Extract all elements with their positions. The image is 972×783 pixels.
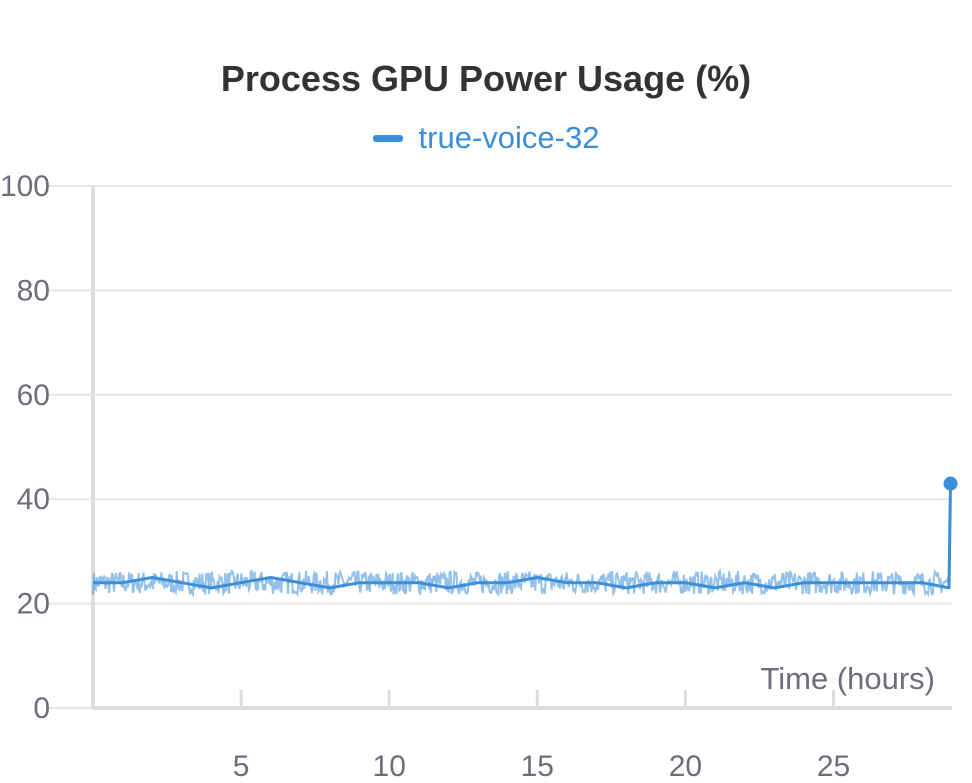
series-noise-band — [92, 567, 950, 598]
legend-label[interactable]: true-voice-32 — [418, 120, 600, 155]
x-axis-title: Time (hours) — [760, 661, 935, 696]
series-end-point — [943, 476, 958, 491]
y-tick-label: 60 — [17, 379, 50, 412]
chart-title: Process GPU Power Usage (%) — [220, 58, 752, 99]
y-tick-label: 40 — [17, 483, 50, 516]
x-tick-label: 5 — [233, 750, 250, 783]
y-tick-label: 80 — [17, 274, 50, 307]
y-tick-label: 100 — [0, 170, 50, 203]
legend-swatch — [372, 134, 403, 142]
series-line — [93, 483, 952, 590]
x-tick-label: 10 — [373, 750, 406, 783]
x-tick-label: 15 — [521, 750, 554, 783]
x-tick-label: 20 — [669, 750, 702, 783]
y-tick-label: 20 — [17, 588, 50, 621]
legend: true-voice-32 — [0, 120, 972, 156]
y-tick-label: 0 — [33, 692, 50, 725]
x-tick-label: 25 — [817, 750, 850, 783]
